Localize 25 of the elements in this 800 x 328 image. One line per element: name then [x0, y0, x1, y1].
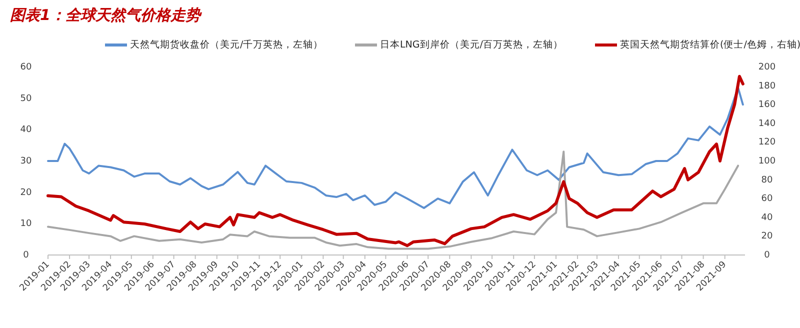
legend-label: 英国天然气期货结算价(便士/色姆，右轴)	[620, 38, 800, 51]
y2-tick-label: 140	[758, 118, 776, 129]
y-tick-label: 30	[20, 156, 32, 166]
y-tick-label: 40	[20, 125, 32, 136]
y2-tick-label: 0	[764, 250, 770, 260]
y2-tick-label: 200	[758, 62, 776, 72]
y2-tick-label: 120	[758, 138, 776, 148]
y2-tick-label: 160	[758, 100, 776, 110]
line-series	[47, 86, 744, 209]
y-tick-label: 20	[20, 188, 32, 198]
y-tick-label: 10	[20, 219, 32, 230]
line-series	[46, 74, 744, 248]
y2-tick-label: 60	[761, 194, 773, 204]
y-tick-label: 50	[20, 94, 32, 104]
y2-tick-label: 180	[758, 81, 776, 92]
y-tick-label: 0	[23, 250, 30, 260]
y2-tick-label: 40	[761, 212, 773, 223]
line-series	[47, 150, 740, 250]
y2-tick-label: 100	[758, 156, 776, 166]
legend-label: 日本LNG到岸价（美元/百万英热，左轴）	[380, 38, 563, 51]
y2-tick-label: 80	[761, 175, 773, 186]
y-tick-label: 60	[20, 62, 32, 72]
y2-tick-label: 20	[761, 232, 773, 242]
legend-label: 天然气期货收盘价（美元/千万英热，左轴）	[130, 38, 324, 51]
chart-title: 图表1：全球天然气价格走势	[10, 6, 202, 24]
